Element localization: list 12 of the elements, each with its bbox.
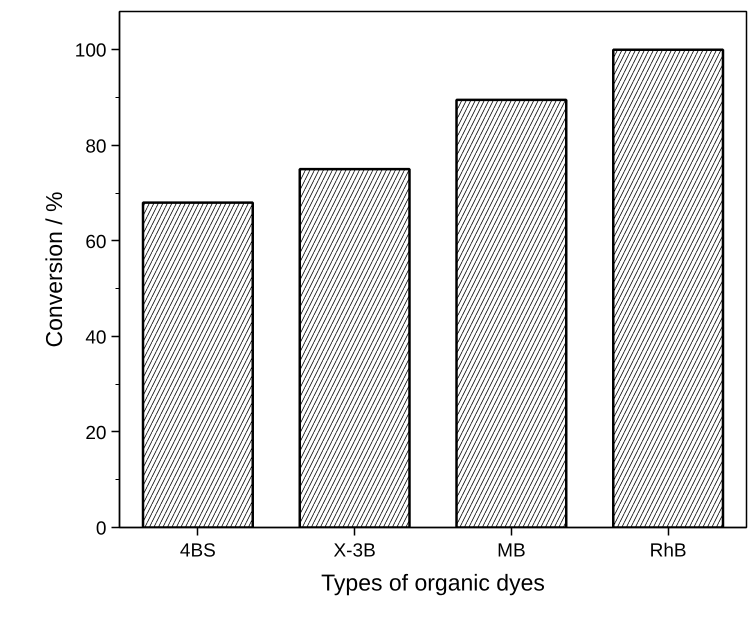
x-axis-title: Types of organic dyes	[321, 570, 545, 596]
x-tick-label: RhB	[650, 540, 687, 562]
x-tick-label: MB	[497, 540, 526, 562]
y-axis-title: Conversion / %	[40, 192, 67, 348]
y-tick-label: 20	[85, 422, 107, 444]
y-tick-label: 100	[74, 40, 106, 62]
x-tick-label: X-3B	[334, 540, 376, 562]
y-tick-label: 0	[96, 518, 107, 540]
y-tick-label: 60	[85, 232, 107, 253]
x-tick-label: 4BS	[180, 540, 216, 562]
y-tick-label: 80	[85, 136, 107, 158]
y-tick-label: 40	[85, 327, 107, 348]
